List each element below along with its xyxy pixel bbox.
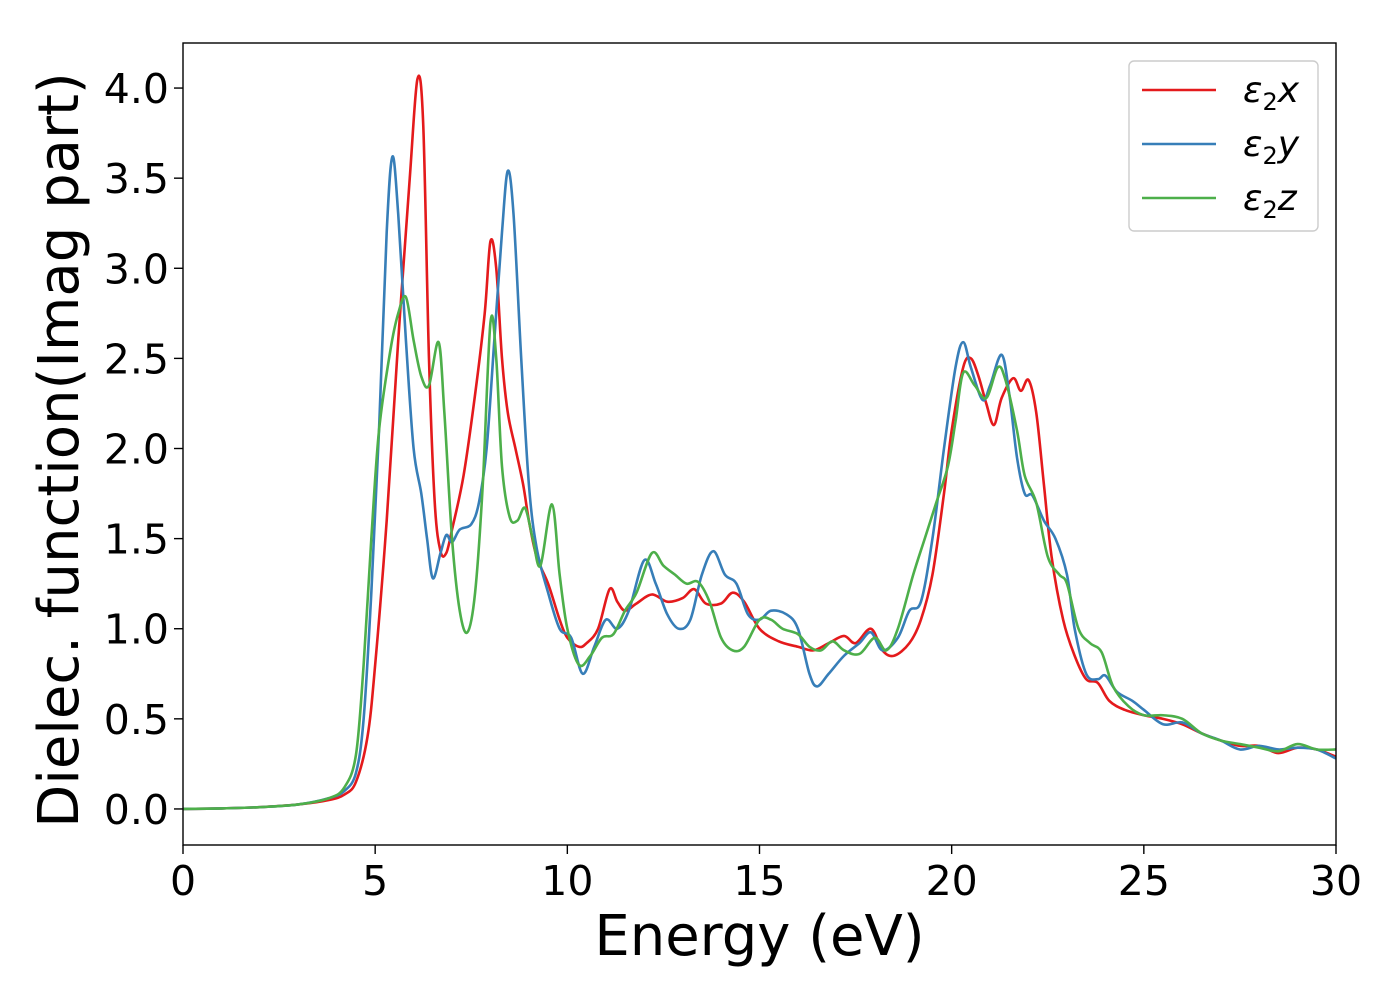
series-layer (183, 74, 1336, 811)
x-axis: 0 5 10 15 20 25 30 (170, 845, 1362, 905)
y-tick-label: 0.5 (104, 696, 169, 744)
legend: ε2x ε2y ε2z (1128, 60, 1319, 232)
y-tick-label: 3.0 (104, 245, 169, 293)
legend-entry-y: ε2y (1243, 124, 1300, 170)
legend-entry-z: ε2z (1243, 178, 1298, 224)
y-tick-label: 0.0 (104, 786, 169, 834)
y-tick-label: 2.0 (104, 426, 169, 474)
y-axis: 0.0 0.5 1.0 1.5 2.0 2.5 3.0 3.5 4.0 (104, 65, 183, 834)
x-tick-label: 15 (733, 857, 785, 905)
y-tick-label: 1.0 (104, 606, 169, 654)
series-line-z (183, 294, 1336, 811)
x-tick-label: 10 (541, 857, 593, 905)
x-tick-label: 0 (170, 857, 196, 905)
x-tick-label: 5 (362, 857, 388, 905)
y-axis-label: Dielec. function(Imag part) (27, 72, 92, 828)
y-tick-label: 2.5 (104, 335, 169, 383)
x-axis-label: Energy (eV) (594, 904, 924, 969)
x-tick-label: 30 (1310, 857, 1362, 905)
x-tick-label: 20 (926, 857, 978, 905)
y-tick-label: 4.0 (104, 65, 169, 113)
legend-entry-x: ε2x (1243, 70, 1300, 116)
x-tick-label: 25 (1118, 857, 1170, 905)
series-line-x (183, 74, 1336, 811)
y-tick-label: 3.5 (104, 155, 169, 203)
legend-box (1128, 60, 1319, 232)
y-tick-label: 1.5 (104, 516, 169, 564)
